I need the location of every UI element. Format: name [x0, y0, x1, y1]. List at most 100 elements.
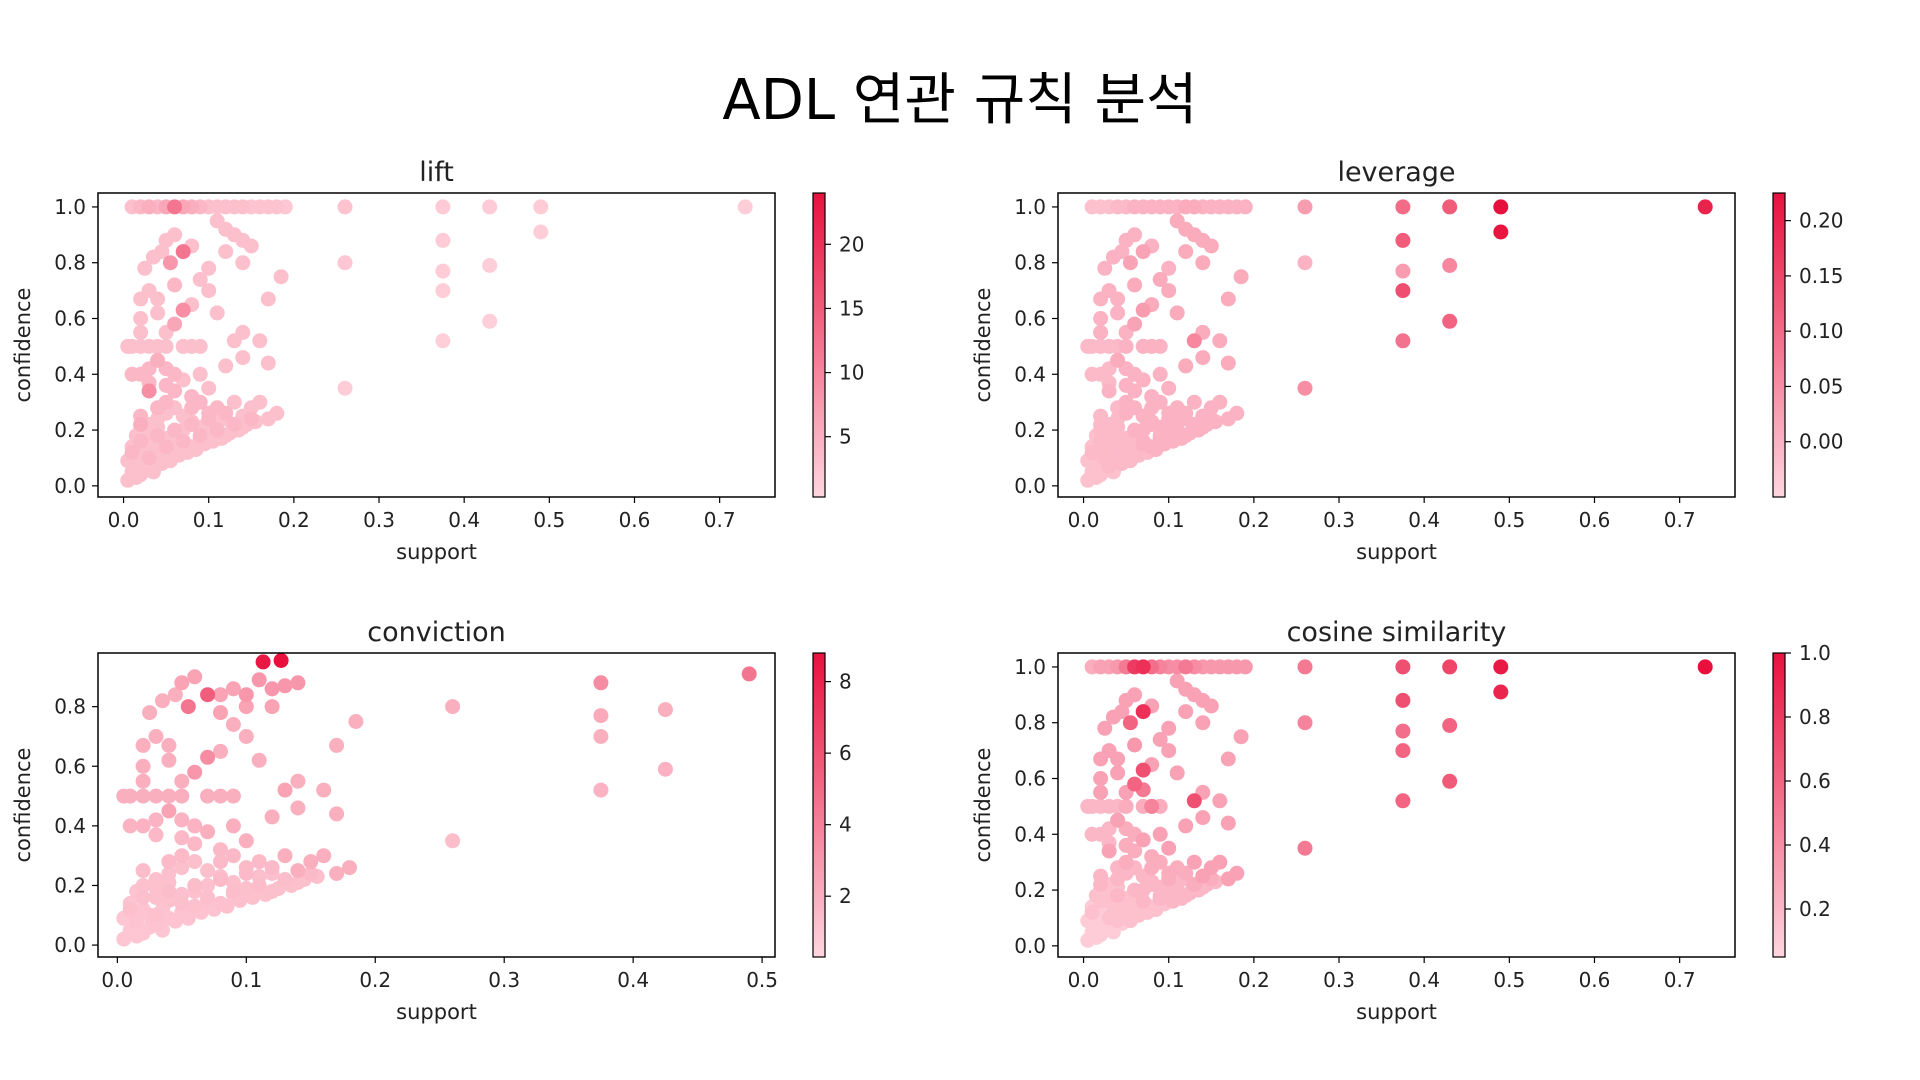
data-point	[1237, 659, 1253, 675]
data-point	[593, 729, 609, 744]
data-point	[225, 848, 241, 864]
data-point	[255, 654, 271, 670]
data-point	[1152, 272, 1168, 287]
data-point	[209, 422, 225, 438]
data-point	[175, 433, 191, 449]
x-tick-label: 0.1	[1153, 508, 1185, 532]
data-point	[219, 898, 235, 914]
data-point	[148, 729, 164, 744]
data-point	[1122, 715, 1138, 731]
data-point	[1493, 659, 1509, 675]
data-point	[1135, 244, 1151, 260]
x-tick-label: 0.5	[533, 508, 565, 532]
colorbar-tick-label: 0.10	[1799, 319, 1844, 343]
chart-title: leverage	[1337, 157, 1455, 188]
x-tick-label: 0.6	[1579, 968, 1611, 992]
x-tick-label: 0.7	[704, 508, 736, 532]
data-point	[657, 761, 673, 777]
data-point	[187, 669, 203, 685]
data-point	[445, 699, 461, 715]
data-point	[162, 255, 178, 271]
data-point	[264, 699, 280, 715]
chart-leverage: leverage 0.0 0.1 0.2 0.3 0.4 0.5 0.6 0.7 0.0 0.2 0.…	[971, 157, 1844, 564]
data-point	[435, 199, 451, 215]
data-point	[174, 895, 190, 911]
data-point	[180, 910, 196, 926]
x-axis-label: support	[1356, 540, 1437, 564]
x-tick-label: 0.3	[1323, 968, 1355, 992]
data-point	[1395, 793, 1411, 809]
colorbar-tick-label: 0.4	[1799, 833, 1831, 857]
data-point	[225, 818, 241, 834]
data-point	[200, 824, 216, 840]
data-point	[1093, 324, 1109, 340]
data-point	[1093, 771, 1109, 786]
data-point	[150, 352, 166, 368]
data-point	[1208, 414, 1223, 430]
data-point	[184, 400, 200, 416]
data-point	[167, 383, 183, 399]
data-point	[213, 842, 228, 858]
data-point	[1395, 232, 1411, 248]
x-tick-label: 0.2	[359, 968, 391, 992]
data-point	[290, 800, 306, 816]
data-point	[1395, 199, 1411, 215]
data-point	[1178, 659, 1194, 675]
data-point	[482, 313, 498, 329]
data-point	[273, 269, 289, 285]
data-point	[1493, 199, 1509, 215]
y-tick-label: 0.2	[1014, 878, 1046, 902]
colorbar-tick-label: 4	[839, 813, 852, 837]
data-point	[1135, 422, 1151, 438]
data-point	[187, 836, 203, 852]
data-point	[290, 675, 306, 691]
x-tick-label: 0.3	[488, 968, 520, 992]
data-point	[1395, 659, 1411, 675]
chart-title: lift	[419, 157, 454, 188]
data-point	[273, 653, 289, 668]
data-point	[129, 913, 145, 929]
data-point	[1395, 692, 1411, 708]
data-point	[180, 699, 196, 715]
data-point	[135, 878, 151, 893]
colorbar-gradient	[1772, 652, 1786, 958]
y-tick-label: 0.6	[1014, 307, 1046, 331]
data-point	[264, 860, 280, 876]
data-point	[1195, 255, 1211, 271]
data-point	[187, 878, 203, 893]
data-point	[225, 717, 241, 732]
colorbar-tick-label: 10	[839, 361, 864, 385]
data-point	[129, 928, 145, 944]
y-tick-label: 0.4	[54, 362, 86, 386]
data-point	[1297, 715, 1313, 731]
data-point	[213, 854, 228, 870]
data-point	[192, 272, 208, 287]
data-point	[1212, 394, 1228, 410]
y-tick-label: 0.2	[54, 873, 86, 897]
data-point	[135, 889, 151, 905]
colorbar-gradient	[812, 192, 826, 498]
y-tick-label: 1.0	[1014, 195, 1046, 219]
colorbar-tick-label: 0.2	[1799, 897, 1831, 921]
colorbar-tick-label: 1.0	[1799, 641, 1831, 665]
data-point	[243, 238, 259, 254]
data-point	[1118, 798, 1134, 814]
y-tick-label: 1.0	[54, 195, 86, 219]
data-point	[225, 681, 241, 697]
y-tick-label: 0.8	[1014, 251, 1046, 275]
x-tick-label: 0.4	[1408, 508, 1440, 532]
data-point	[277, 872, 293, 887]
data-point	[161, 788, 177, 804]
data-point	[161, 737, 177, 753]
x-tick-label: 0.5	[1493, 508, 1525, 532]
x-axis-label: support	[396, 1000, 477, 1024]
colorbar-tick-label: 0.05	[1799, 374, 1844, 398]
data-point	[1493, 684, 1509, 700]
data-point	[1237, 199, 1253, 215]
data-point	[251, 752, 267, 768]
data-point	[251, 854, 267, 870]
data-point	[1178, 704, 1194, 720]
data-point	[1442, 313, 1458, 329]
data-point	[1127, 316, 1143, 332]
